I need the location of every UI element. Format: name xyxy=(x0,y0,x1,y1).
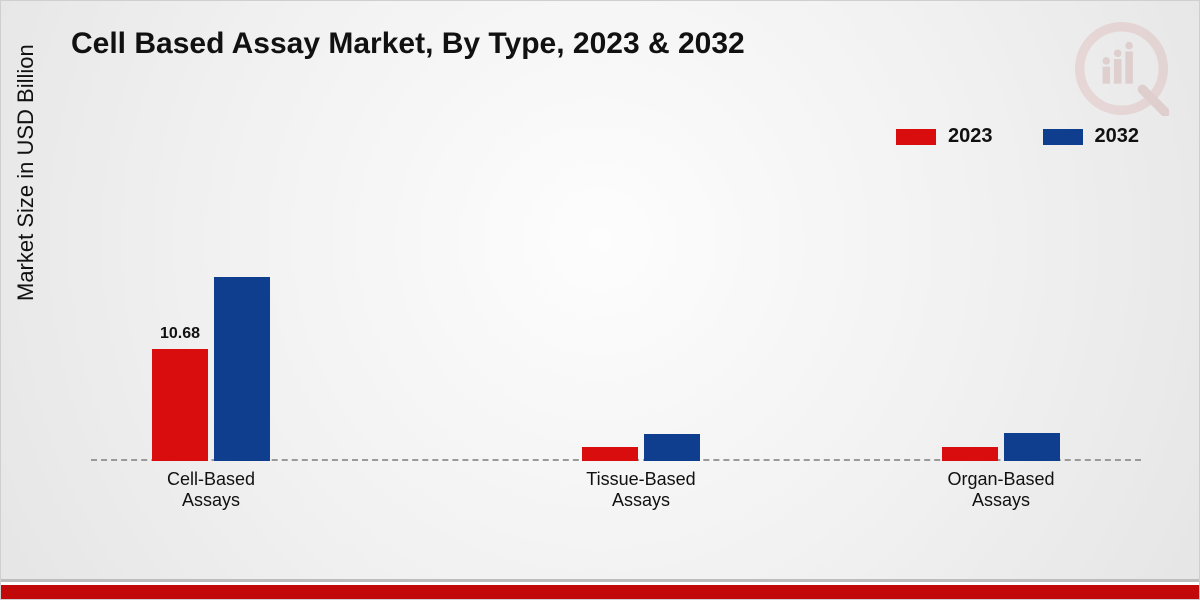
bar-pair: 10.68 xyxy=(152,277,270,461)
legend-item-2023: 2023 xyxy=(896,125,993,148)
legend: 2023 2032 xyxy=(1,125,1139,148)
bar-2023 xyxy=(942,447,998,461)
footer-bar xyxy=(1,585,1199,599)
bar-2023: 10.68 xyxy=(152,349,208,461)
bar-2032 xyxy=(1004,433,1060,461)
bar-value-label: 10.68 xyxy=(160,325,200,343)
watermark-logo xyxy=(1074,21,1169,116)
legend-label-2032: 2032 xyxy=(1095,125,1140,148)
bar-pair xyxy=(942,433,1060,461)
bar-2023 xyxy=(582,447,638,461)
legend-swatch-2032 xyxy=(1043,129,1083,145)
legend-label-2023: 2023 xyxy=(948,125,993,148)
bar-2032 xyxy=(214,277,270,461)
category-label: Organ-Based Assays xyxy=(947,469,1054,511)
chart-frame: Cell Based Assay Market, By Type, 2023 &… xyxy=(0,0,1200,600)
chart-title: Cell Based Assay Market, By Type, 2023 &… xyxy=(71,27,745,61)
y-axis-label: Market Size in USD Billion xyxy=(13,44,39,301)
bar-2032 xyxy=(644,434,700,461)
bar-pair xyxy=(582,434,700,461)
legend-swatch-2023 xyxy=(896,129,936,145)
plot-area: 10.68Cell-Based AssaysTissue-Based Assay… xyxy=(91,171,1141,461)
category-label: Cell-Based Assays xyxy=(167,469,255,511)
legend-item-2032: 2032 xyxy=(1043,125,1140,148)
category-label: Tissue-Based Assays xyxy=(586,469,695,511)
